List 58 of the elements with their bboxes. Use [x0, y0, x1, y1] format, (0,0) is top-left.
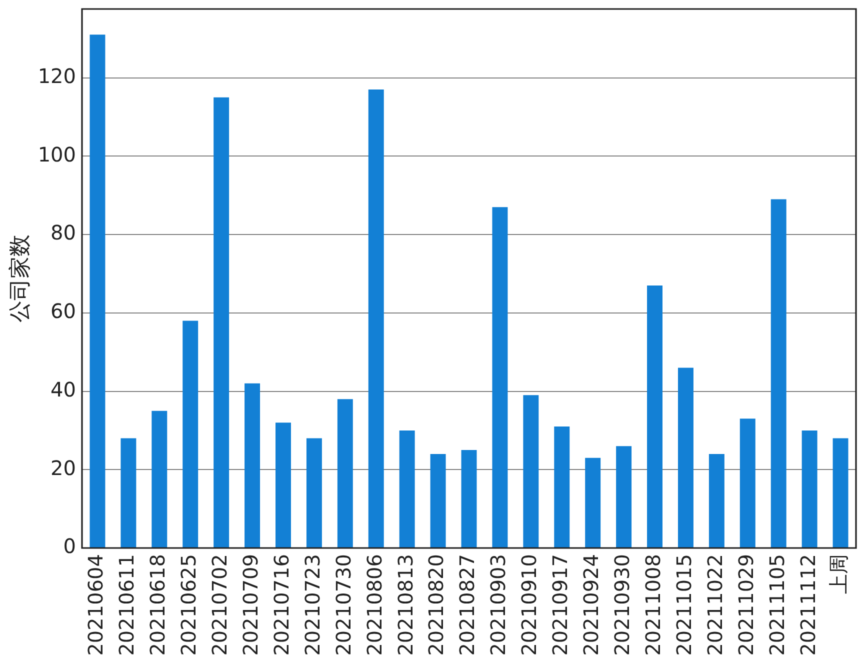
bar [399, 430, 415, 548]
bar [770, 199, 786, 548]
bar [802, 430, 818, 548]
bar [368, 90, 384, 548]
x-tick-label: 20210604 [84, 554, 108, 656]
bar [678, 368, 694, 548]
bar [90, 34, 106, 548]
bar [554, 426, 570, 548]
x-tick-label: 20210813 [393, 554, 418, 656]
bar [337, 399, 353, 548]
x-tick-label: 20211105 [764, 554, 789, 656]
x-tick-label: 20211022 [702, 554, 727, 656]
bar [430, 454, 446, 548]
x-tick-label: 20210903 [486, 554, 510, 656]
bar [740, 418, 756, 548]
bar [152, 410, 168, 548]
x-tick-label: 上周 [826, 554, 851, 594]
y-tick-label: 120 [38, 64, 76, 88]
y-tick-label: 60 [50, 299, 76, 324]
x-tick-label: 20210618 [146, 554, 170, 656]
x-tick-label: 20211029 [734, 554, 758, 656]
bar [616, 446, 632, 548]
x-tick-label: 20210806 [362, 554, 386, 656]
x-tick-label: 20210625 [176, 554, 201, 656]
x-tick-label: 20211112 [796, 554, 820, 656]
bar [832, 438, 848, 548]
x-tick-label: 20210611 [114, 554, 139, 656]
bar [708, 454, 724, 548]
bar [647, 285, 662, 548]
y-tick-label: 100 [38, 142, 76, 166]
x-tick-label: 20210716 [269, 554, 294, 656]
y-axis-title: 公司家数 [8, 234, 33, 322]
x-tick-label: 20211008 [640, 554, 665, 656]
x-tick-label: 20211015 [672, 554, 696, 656]
y-tick-label: 40 [50, 377, 76, 402]
x-tick-label: 20210723 [300, 554, 324, 656]
x-tick-label: 20210730 [331, 554, 356, 656]
bar [523, 395, 539, 548]
bar [306, 438, 322, 548]
bar [182, 320, 198, 548]
bar [585, 458, 601, 548]
y-tick-label: 80 [50, 220, 76, 245]
x-tick-label: 20210702 [208, 554, 232, 656]
bar [492, 207, 508, 548]
x-tick-label: 20210917 [548, 554, 572, 656]
bar [461, 450, 477, 548]
y-tick-label: 0 [63, 534, 76, 558]
x-tick-label: 20210709 [238, 554, 262, 656]
bar [276, 422, 291, 548]
bar [244, 383, 260, 548]
y-tick-label: 20 [50, 456, 76, 480]
x-tick-label: 20210910 [517, 554, 542, 656]
x-tick-label: 20210924 [579, 554, 604, 656]
x-tick-label: 20210930 [610, 554, 634, 656]
x-tick-label: 20210820 [424, 554, 448, 656]
bar [120, 438, 136, 548]
bar [214, 97, 230, 548]
x-tick-label: 20210827 [455, 554, 480, 656]
